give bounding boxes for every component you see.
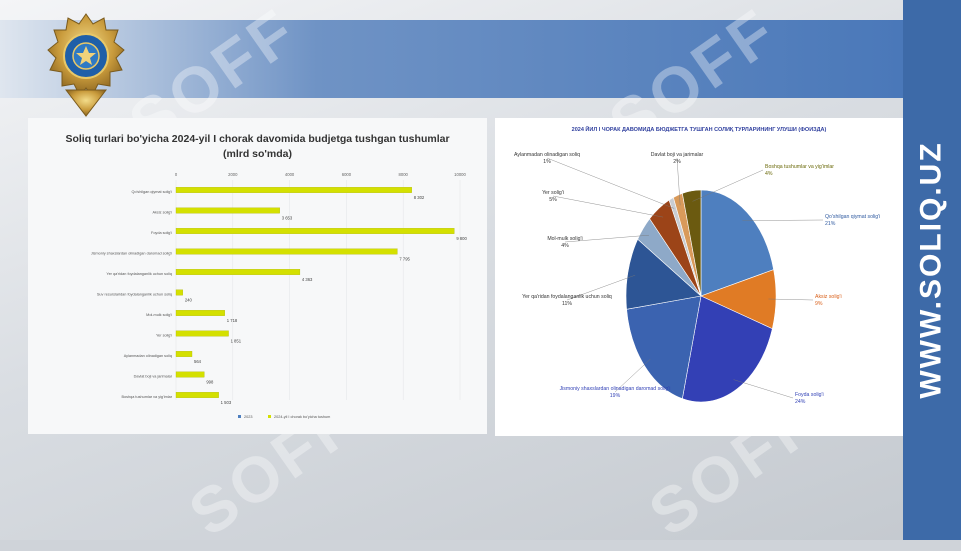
pie-slice — [682, 189, 702, 297]
slice-label: Aksiz solig'i — [815, 294, 842, 300]
leader-line — [546, 157, 675, 209]
bar — [175, 289, 183, 296]
leader-line — [566, 275, 636, 301]
leader-line — [742, 219, 824, 221]
category-label: Yer qa'ridan foydalanganlik uchun soliq — [106, 272, 172, 276]
bar — [175, 371, 205, 378]
x-tick-label: 6000 — [342, 172, 352, 177]
slice-percent-label: 2% — [673, 159, 681, 165]
pie-slice — [626, 295, 702, 400]
slice-label: Mol-mulk solig'i — [547, 236, 582, 242]
bar — [175, 248, 398, 255]
slice-label: Davlat boji va jarimalar — [651, 152, 704, 158]
x-tick-label: 8000 — [399, 172, 409, 177]
x-tick-label: 0 — [175, 172, 178, 177]
pie-slice — [682, 295, 773, 403]
legend-swatch — [238, 415, 241, 418]
site-url[interactable]: WWW.SOLIQ.UZ — [915, 141, 949, 399]
tax-committee-emblem-icon — [47, 13, 125, 117]
data-label: 8 302 — [414, 195, 425, 200]
leader-line — [768, 298, 814, 301]
x-tick-label: 4000 — [285, 172, 295, 177]
data-label: 240 — [185, 298, 193, 303]
category-label: Yer solig'i — [156, 334, 172, 338]
slice-label: Qo'shilgan qiymat solig'i — [825, 214, 880, 220]
bar-chart: 0 2000 4000 6000 8000 10000 Qo'shilgan qiymat … — [91, 172, 468, 419]
leader-line — [692, 169, 764, 202]
slice-percent-label: 4% — [561, 243, 569, 249]
slice-percent-label: 1% — [543, 159, 551, 165]
data-label: 1 718 — [227, 318, 238, 323]
x-tick-label: 2000 — [228, 172, 238, 177]
slice-percent-label: 11% — [562, 301, 572, 307]
leader-line — [552, 195, 664, 218]
slice-percent-label: 24% — [795, 399, 806, 405]
slice-label: Yer qa'ridan foydalanganlik uchun soliq — [522, 294, 612, 300]
category-label: Suv resurslaridan foydalanganlik uchun s… — [97, 293, 172, 297]
slice-label: Aylanmadan olinadigan soliq — [514, 152, 580, 158]
bar — [175, 351, 193, 357]
pie-chart: Qo'shilgan qiymat solig'i21% Aksiz solig'… — [514, 152, 880, 405]
category-label: Aylanmadan olinadigan soliq — [124, 354, 172, 358]
bar — [175, 310, 225, 316]
slice-percent-label: 21% — [825, 221, 836, 227]
bar — [175, 207, 280, 214]
data-label: 3 653 — [282, 216, 293, 221]
bar — [175, 187, 412, 193]
data-label: 1 851 — [231, 339, 242, 344]
slice-percent-label: 5% — [549, 197, 557, 203]
slice-percent-label: 19% — [610, 393, 621, 399]
slice-percent-label: 9% — [815, 301, 823, 307]
pie-slice — [625, 238, 702, 310]
category-label: Foyda solig'i — [151, 231, 172, 235]
x-tick-label: 10000 — [454, 172, 466, 177]
category-label: Boshqa tushumlar va yig'imlar — [121, 395, 172, 399]
pie-chart-title: 2024 ЙИЛ I ЧОРАК ДАВОМИДА БЮДЖЕТГА ТУШГА… — [571, 127, 827, 133]
slice-percent-label: 4% — [765, 171, 773, 177]
leader-line — [614, 358, 651, 393]
data-label: 998 — [206, 380, 214, 385]
data-label: 564 — [194, 359, 202, 364]
right-band: WWW.SOLIQ.UZ — [903, 0, 961, 540]
data-label: 1 503 — [221, 400, 232, 405]
pie-chart-panel: 2024 ЙИЛ I ЧОРАК ДАВОМИДА БЮДЖЕТГА ТУШГА… — [495, 118, 903, 436]
leader-line — [564, 234, 650, 243]
bar — [175, 330, 229, 337]
data-label: 9 800 — [456, 236, 467, 241]
data-label: 7 795 — [399, 257, 410, 262]
bar — [175, 392, 219, 398]
slice-label: Jismoniy shaxslardan olinadigan daromad … — [560, 386, 671, 392]
bar-chart-title: Soliq turlari bo'yicha 2024-yil I chorak… — [65, 133, 450, 160]
pie-slice — [700, 189, 774, 297]
bar — [175, 228, 455, 234]
slice-label: Boshqa tushumlar va yig'imlar — [765, 164, 834, 170]
bar-chart-panel: Soliq turlari bo'yicha 2024-yil I chorak… — [28, 118, 487, 434]
data-label: 4 363 — [302, 277, 313, 282]
category-label: Aksiz solig'i — [152, 211, 172, 215]
legend-label: 2023 — [244, 415, 252, 419]
leader-line — [676, 157, 681, 206]
category-label: Davlat boji va jarimalar — [134, 375, 173, 379]
bar — [175, 269, 301, 275]
category-label: Jismoniy shaxslardan olinadigan daromad … — [91, 252, 172, 256]
slice-label: Yer solig'i — [542, 190, 564, 196]
slice-label: Foyda solig'i — [795, 392, 824, 398]
legend-swatch — [268, 415, 271, 418]
category-label: Mol-mulk solig'i — [146, 313, 172, 317]
legend-label: 2024-yil I chorak bo'yicha tushum — [274, 415, 330, 419]
category-label: Qo'shilgan qiymat solig'i — [132, 190, 173, 194]
leader-line — [733, 379, 794, 399]
header-band — [0, 20, 903, 98]
